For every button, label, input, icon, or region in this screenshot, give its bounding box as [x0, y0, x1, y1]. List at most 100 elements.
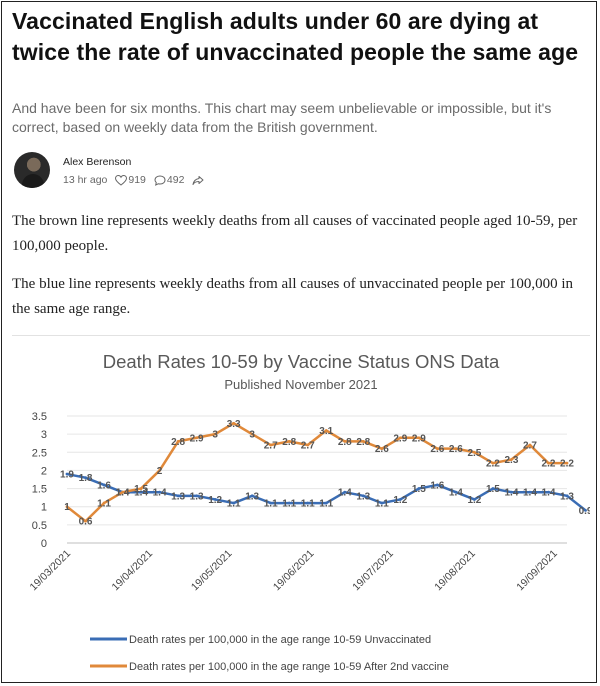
x-tick-label: 19/05/2021 [189, 548, 235, 594]
data-point [65, 472, 69, 476]
data-point [158, 490, 161, 494]
data-point [547, 490, 550, 494]
data-point [491, 461, 495, 465]
data-label: 2.8 [338, 437, 352, 448]
data-label: 1.2 [393, 495, 407, 506]
data-point [454, 490, 458, 494]
y-tick-label: 3 [41, 429, 47, 441]
data-label: 1.9 [60, 470, 74, 481]
y-tick-label: 0 [41, 538, 47, 550]
author-avatar[interactable] [14, 152, 50, 188]
data-label: 1.4 [338, 488, 352, 499]
y-tick-label: 3.5 [32, 411, 47, 423]
data-point [232, 501, 236, 505]
data-point [158, 469, 161, 472]
data-label: 1.4 [504, 488, 518, 499]
data-label: 1.3 [356, 491, 370, 502]
data-label: 3.3 [227, 419, 241, 430]
post-meta: 13 hr ago 919 492 [63, 174, 205, 186]
x-tick-label: 19/06/2021 [271, 548, 317, 594]
data-point [435, 483, 439, 487]
data-label: 2.8 [282, 437, 296, 448]
data-point [102, 501, 106, 505]
data-point [528, 490, 532, 494]
x-tick-label: 19/08/2021 [432, 548, 478, 594]
data-point [565, 494, 569, 498]
author-name[interactable]: Alex Berenson [63, 156, 132, 168]
x-tick-label: 19/07/2021 [350, 548, 396, 594]
byline: Alex Berenson 13 hr ago 919 492 [12, 150, 312, 190]
comment-count: 492 [166, 174, 185, 186]
death-rates-chart: Death Rates 10-59 by Vaccine Status ONS … [27, 351, 592, 673]
data-label: 1.3 [245, 491, 259, 502]
share-icon[interactable] [192, 175, 204, 186]
y-tick-label: 1 [41, 502, 47, 514]
data-label: 1 [64, 502, 70, 513]
chart-title: Death Rates 10-59 by Vaccine Status ONS … [103, 351, 500, 372]
data-point [250, 494, 254, 498]
data-label: 2.5 [467, 448, 481, 459]
data-label: 1.2 [467, 495, 481, 506]
data-point [473, 450, 476, 454]
data-label: 1.1 [301, 499, 315, 510]
data-point [195, 436, 199, 440]
data-label: 2.8 [356, 437, 370, 448]
comment-button[interactable]: 492 [154, 174, 185, 186]
data-point [195, 494, 199, 498]
y-tick-label: 2 [41, 465, 47, 477]
data-point [121, 490, 124, 494]
data-label: 1.5 [412, 484, 426, 495]
data-point [269, 501, 273, 505]
data-label: 1.4 [153, 488, 167, 499]
data-label: 2 [157, 466, 163, 477]
data-point [361, 494, 365, 498]
data-label: 2.9 [412, 433, 426, 444]
y-tick-label: 2.5 [32, 447, 47, 459]
data-point [398, 436, 402, 440]
data-label: 1.1 [375, 499, 389, 510]
data-point [380, 447, 384, 451]
data-point [232, 421, 236, 425]
data-label: 0.6 [79, 517, 93, 528]
data-point [84, 519, 87, 523]
data-label: 1.1 [282, 499, 296, 510]
legend: Death rates per 100,000 in the age range… [90, 634, 449, 673]
data-point [343, 490, 347, 494]
data-label: 1.5 [134, 484, 148, 495]
data-label: 2.6 [449, 444, 463, 455]
y-tick-label: 0.5 [32, 520, 47, 532]
data-label: 1.3 [190, 491, 204, 502]
legend-label-vaccinated: Death rates per 100,000 in the age range… [129, 661, 449, 673]
data-label: 1.4 [134, 488, 148, 499]
data-point [139, 490, 143, 494]
data-label: 1.5 [486, 484, 500, 495]
x-tick-label: 19/04/2021 [109, 548, 155, 594]
data-label: 2.2 [560, 459, 574, 470]
data-point [324, 501, 328, 505]
data-label: 3 [249, 430, 255, 441]
data-point [417, 487, 421, 490]
data-point [65, 505, 69, 509]
chart-container: Death Rates 10-59 by Vaccine Status ONS … [12, 335, 593, 681]
data-point [417, 436, 421, 440]
data-point [380, 501, 384, 505]
data-label: 2.6 [375, 444, 389, 455]
data-point [565, 461, 569, 465]
x-tick-label: 19/09/2021 [514, 548, 560, 594]
data-label: 1.4 [449, 488, 463, 499]
series-lines [65, 421, 587, 523]
like-button[interactable]: 919 [115, 174, 146, 186]
data-point [84, 476, 87, 480]
data-label: 1.4 [116, 488, 130, 499]
data-point [473, 498, 476, 501]
series-line-vaccinated [66, 422, 567, 523]
data-label: 2.7 [264, 441, 278, 452]
x-tick-label: 19/03/2021 [27, 548, 73, 594]
article-subtitle: And have been for six months. This chart… [12, 100, 552, 135]
legend-label-unvaccinated: Death rates per 100,000 in the age range… [129, 634, 431, 646]
data-label: 1.4 [542, 488, 556, 499]
y-tick-label: 1.5 [32, 484, 47, 496]
data-point [139, 487, 143, 490]
data-point [510, 490, 513, 494]
